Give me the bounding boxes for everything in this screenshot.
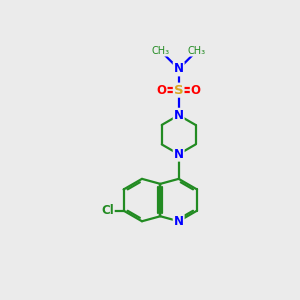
Text: O: O bbox=[191, 84, 201, 97]
Text: S: S bbox=[174, 84, 184, 97]
Text: N: N bbox=[174, 215, 184, 228]
Text: N: N bbox=[174, 109, 184, 122]
Text: CH₃: CH₃ bbox=[188, 46, 206, 56]
Text: N: N bbox=[174, 62, 184, 76]
Text: O: O bbox=[157, 84, 166, 97]
Text: Cl: Cl bbox=[101, 204, 114, 217]
Text: CH₃: CH₃ bbox=[151, 46, 169, 56]
Text: N: N bbox=[174, 148, 184, 161]
